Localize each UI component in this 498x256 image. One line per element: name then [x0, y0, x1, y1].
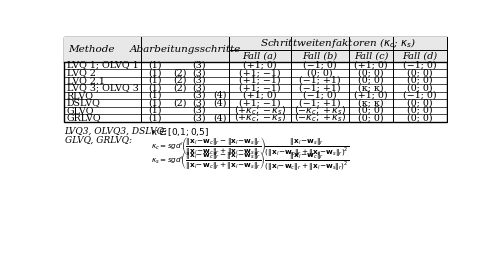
Text: (0; 0): (0; 0) — [358, 76, 384, 85]
Text: (0; 0): (0; 0) — [407, 76, 433, 85]
Text: (1): (1) — [148, 76, 162, 85]
Text: (1): (1) — [148, 83, 162, 92]
Text: (3): (3) — [193, 106, 206, 115]
Text: (4): (4) — [213, 91, 226, 100]
Text: $(-\kappa_c; +\kappa_s)$: $(-\kappa_c; +\kappa_s)$ — [294, 104, 346, 116]
Text: LVQ 3; OLVQ 3: LVQ 3; OLVQ 3 — [67, 83, 139, 92]
Text: (κ; κ): (κ; κ) — [358, 83, 384, 92]
Text: (+1; 0): (+1; 0) — [243, 91, 277, 100]
Text: Fall (d): Fall (d) — [402, 51, 437, 60]
Text: (3): (3) — [193, 91, 206, 100]
Text: (−1; 0): (−1; 0) — [403, 91, 437, 100]
Text: Schrittweitenfaktoren ($\kappa_c$; $\kappa_s$): Schrittweitenfaktoren ($\kappa_c$; $\kap… — [259, 36, 416, 50]
Text: (+1; −1): (+1; −1) — [239, 76, 281, 85]
Text: (2): (2) — [173, 76, 187, 85]
Text: Methode: Methode — [68, 45, 114, 54]
Text: (−1; 0): (−1; 0) — [403, 61, 437, 70]
Text: LVQ 1; OLVQ 1: LVQ 1; OLVQ 1 — [67, 61, 138, 70]
Text: (2): (2) — [173, 83, 187, 92]
Text: RLVQ: RLVQ — [67, 91, 94, 100]
Text: (0; 0): (0; 0) — [358, 113, 384, 122]
Text: (+1; 0): (+1; 0) — [354, 61, 388, 70]
Text: GRLVQ: GRLVQ — [67, 113, 102, 122]
Text: (−1; +1): (−1; +1) — [299, 83, 341, 92]
Text: (−1; 0): (−1; 0) — [303, 91, 337, 100]
Text: $(+\kappa_c; -\kappa_s)$: $(+\kappa_c; -\kappa_s)$ — [234, 112, 286, 124]
Text: (−1; 0): (−1; 0) — [303, 61, 337, 70]
Text: (+1; 0): (+1; 0) — [354, 91, 388, 100]
Text: (0; 0): (0; 0) — [407, 113, 433, 122]
Text: (1): (1) — [148, 113, 162, 122]
Text: $\kappa \in [0{,}1; 0{,}5]$: $\kappa \in [0{,}1; 0{,}5]$ — [151, 126, 210, 138]
Text: (0; 0): (0; 0) — [358, 106, 384, 115]
Text: (+1; −1): (+1; −1) — [239, 68, 281, 77]
Text: (0; 0): (0; 0) — [358, 68, 384, 77]
Text: $(-\kappa_c; +\kappa_s)$: $(-\kappa_c; +\kappa_s)$ — [294, 112, 346, 124]
Text: GLVQ: GLVQ — [67, 106, 95, 115]
Text: LVQ 2: LVQ 2 — [67, 68, 96, 77]
Text: $(+\kappa_c; -\kappa_s)$: $(+\kappa_c; -\kappa_s)$ — [234, 104, 286, 116]
Text: $\kappa_c = sgd'\!\left(\dfrac{\|\mathbf{x}_l\!-\!\mathbf{w}_c\|_r - \|\mathbf{x: $\kappa_c = sgd'\!\left(\dfrac{\|\mathbf… — [151, 135, 350, 159]
Text: $\kappa_s = sgd'\!\left(\dfrac{\|\mathbf{x}_l\!-\!\mathbf{w}_c\|_r - \|\mathbf{x: $\kappa_s = sgd'\!\left(\dfrac{\|\mathbf… — [151, 149, 350, 173]
Text: (+1; −1): (+1; −1) — [239, 83, 281, 92]
Text: Fall (b): Fall (b) — [302, 51, 338, 60]
Text: (3): (3) — [193, 98, 206, 107]
Text: LVQ3, OLVQ3, DSLVQ:: LVQ3, OLVQ3, DSLVQ: — [65, 126, 167, 135]
Text: (3): (3) — [193, 61, 206, 70]
Text: (1): (1) — [148, 91, 162, 100]
Text: (−1; +1): (−1; +1) — [299, 98, 341, 107]
Text: (0; 0): (0; 0) — [307, 68, 333, 77]
Text: (−1; +1): (−1; +1) — [299, 76, 341, 85]
Bar — [64, 37, 447, 122]
Text: (3): (3) — [193, 113, 206, 122]
Text: (0; 0): (0; 0) — [407, 106, 433, 115]
Text: (0; 0): (0; 0) — [407, 83, 433, 92]
Text: (4): (4) — [213, 113, 226, 122]
Text: Fall (a): Fall (a) — [243, 51, 277, 60]
Text: (3): (3) — [193, 83, 206, 92]
Text: (1): (1) — [148, 68, 162, 77]
Text: (+1; −1): (+1; −1) — [239, 98, 281, 107]
Text: Fall (c): Fall (c) — [354, 51, 388, 60]
Text: (κ; κ): (κ; κ) — [358, 98, 384, 107]
Text: (2): (2) — [173, 98, 187, 107]
Bar — [64, 37, 447, 61]
Text: (1): (1) — [148, 106, 162, 115]
Text: (0; 0): (0; 0) — [407, 68, 433, 77]
Text: (2): (2) — [173, 68, 187, 77]
Text: (1): (1) — [148, 61, 162, 70]
Text: GLVQ, GRLVQ:: GLVQ, GRLVQ: — [65, 135, 131, 144]
Text: (4): (4) — [213, 98, 226, 107]
Text: (+1; 0): (+1; 0) — [243, 61, 277, 70]
Text: DSLVQ: DSLVQ — [67, 98, 101, 107]
Text: (0; 0): (0; 0) — [407, 98, 433, 107]
Text: (3): (3) — [193, 68, 206, 77]
Text: Abarbeitungsschritte: Abarbeitungsschritte — [129, 45, 241, 54]
Text: (1): (1) — [148, 98, 162, 107]
Text: LVQ 2.1: LVQ 2.1 — [67, 76, 105, 85]
Text: (3): (3) — [193, 76, 206, 85]
